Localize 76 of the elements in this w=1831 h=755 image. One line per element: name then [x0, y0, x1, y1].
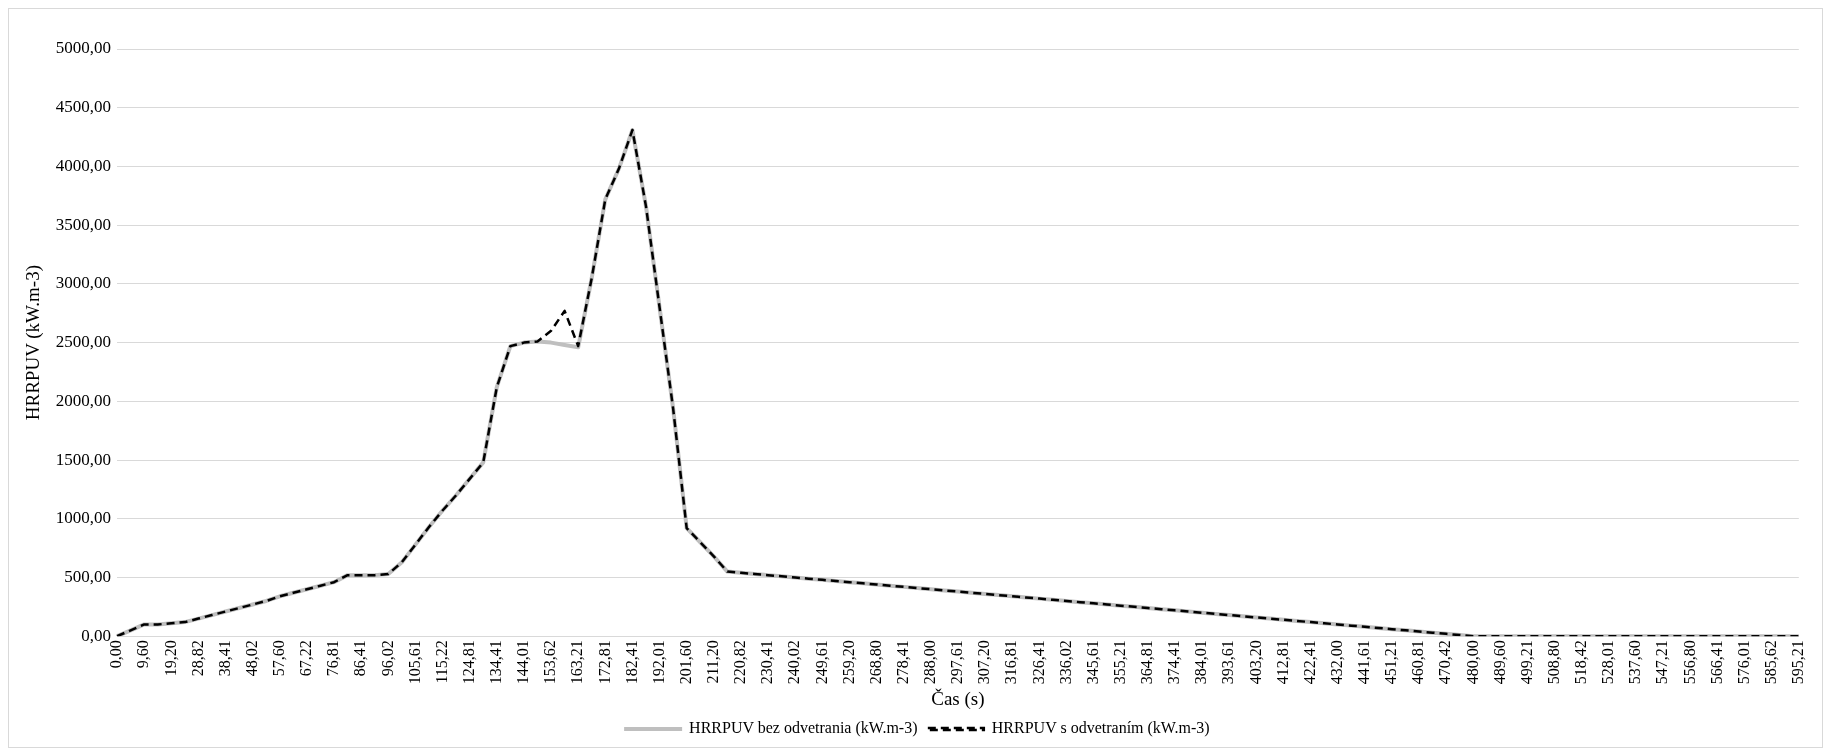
x-tick-label: 518,42	[1572, 640, 1589, 685]
x-tick-label: 297,61	[948, 640, 966, 685]
x-tick-label: 38,41	[215, 640, 233, 677]
x-tick-label: 441,61	[1355, 640, 1372, 685]
x-tick-label: 403,20	[1246, 640, 1264, 685]
x-tick-label: 76,81	[324, 640, 342, 677]
x-tick-label: 115,22	[432, 640, 450, 684]
y-tick-label: 3500,00	[55, 214, 112, 234]
x-tick-label: 316,81	[1002, 640, 1020, 685]
x-tick-label: 172,81	[595, 640, 613, 685]
x-tick-label: 470,42	[1436, 640, 1454, 685]
x-tick-label: 57,60	[270, 640, 287, 677]
legend-label: HRRPUV s odvetraním (kW.m-3)	[991, 719, 1210, 738]
x-tick-label: 220,82	[731, 640, 749, 685]
x-tick-label: 432,00	[1327, 640, 1345, 685]
x-tick-label: 48,02	[242, 640, 260, 677]
y-tick-label: 4500,00	[55, 97, 112, 117]
x-tick-label: 393,61	[1219, 640, 1237, 685]
x-tick-label: 364,81	[1138, 640, 1155, 685]
x-tick-label: 556,80	[1680, 640, 1698, 685]
x-tick-label: 374,41	[1165, 640, 1183, 685]
y-tick-label: 1000,00	[55, 508, 112, 528]
x-tick-label: 499,21	[1517, 640, 1535, 685]
x-tick-label: 249,61	[812, 640, 830, 685]
x-tick-label: 230,41	[758, 640, 776, 685]
y-tick-label: 500,00	[64, 566, 112, 586]
x-tick-label: 451,21	[1382, 640, 1400, 685]
x-tick-label: 422,41	[1300, 640, 1318, 685]
x-tick-label: 595,21	[1789, 640, 1806, 685]
x-tick-label: 268,80	[866, 640, 884, 685]
x-tick-label: 192,01	[649, 640, 667, 685]
y-tick-label: 4000,00	[55, 155, 112, 175]
x-tick-label: 278,41	[893, 640, 911, 685]
x-tick-label: 576,01	[1734, 640, 1752, 685]
y-tick-label: 2000,00	[55, 390, 112, 410]
x-tick-label: 124,81	[459, 640, 477, 685]
y-tick-label: 3000,00	[55, 273, 112, 293]
legend-label: HRRPUV bez odvetrania (kW.m-3)	[689, 719, 918, 738]
x-tick-label: 345,61	[1083, 640, 1101, 685]
x-tick-label: 412,81	[1273, 640, 1291, 685]
x-tick-label: 326,41	[1029, 640, 1047, 685]
x-tick-label: 384,01	[1192, 640, 1210, 685]
x-tick-label: 144,01	[514, 640, 532, 685]
x-tick-label: 508,80	[1544, 640, 1562, 685]
x-tick-label: 28,82	[188, 640, 206, 677]
x-tick-label: 355,21	[1110, 640, 1128, 685]
x-tick-label: 86,41	[351, 640, 369, 677]
x-tick-label: 105,61	[405, 640, 423, 685]
x-tick-label: 211,20	[704, 640, 721, 684]
x-tick-label: 336,02	[1056, 640, 1074, 685]
x-tick-label: 240,02	[785, 640, 803, 685]
x-tick-label: 153,62	[541, 640, 559, 685]
x-tick-label: 96,02	[378, 640, 396, 677]
x-axis-title: Čas (s)	[931, 687, 985, 710]
x-tick-label: 547,21	[1653, 640, 1671, 685]
x-tick-label: 201,60	[676, 640, 694, 685]
x-tick-label: 307,20	[975, 640, 993, 685]
x-tick-label: 460,81	[1409, 640, 1427, 685]
x-tick-label: 67,22	[297, 640, 315, 677]
y-axis-title: HRRPUV (kW.m-3)	[22, 265, 45, 421]
y-tick-label: 5000,00	[55, 38, 112, 58]
x-tick-label: 566,41	[1707, 640, 1725, 685]
y-tick-label: 2500,00	[55, 332, 112, 352]
x-tick-label: 537,60	[1626, 640, 1644, 685]
x-tick-label: 489,60	[1490, 640, 1508, 685]
x-tick-label: 480,00	[1463, 640, 1481, 685]
x-tick-label: 9,60	[134, 640, 152, 669]
y-tick-label: 1500,00	[55, 449, 112, 469]
x-tick-label: 163,21	[568, 640, 586, 685]
x-tick-label: 585,62	[1761, 640, 1779, 685]
x-tick-label: 19,20	[161, 640, 179, 677]
x-tick-label: 528,01	[1599, 640, 1617, 685]
x-tick-label: 288,00	[921, 640, 938, 685]
x-tick-label: 182,41	[622, 640, 640, 685]
x-tick-label: 134,41	[487, 640, 504, 685]
x-tick-label: 259,20	[839, 640, 857, 685]
